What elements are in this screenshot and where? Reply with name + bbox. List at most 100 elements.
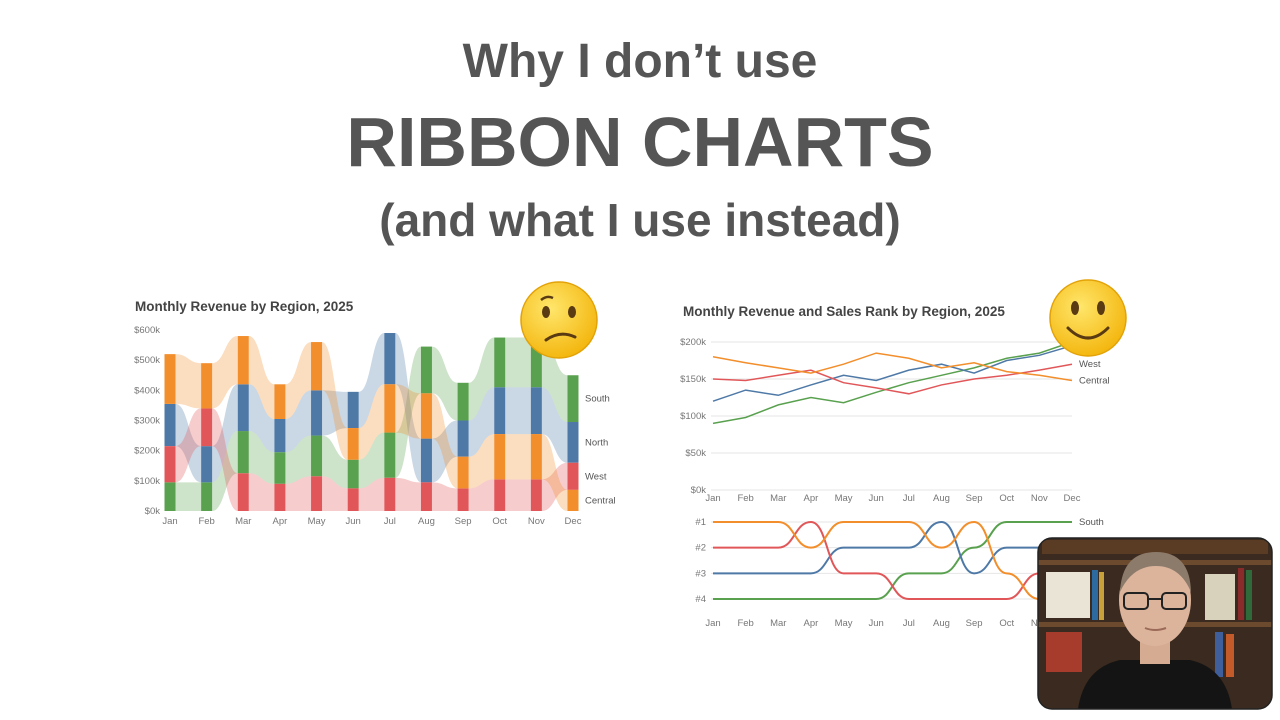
bar-segment (494, 387, 506, 435)
shirt (1078, 660, 1232, 709)
y-tick-label: #3 (695, 568, 706, 579)
ribbon (285, 390, 312, 453)
x-tick-label: Oct (492, 516, 507, 527)
ribbon (175, 403, 202, 483)
x-tick-label: Oct (999, 618, 1014, 629)
bar-segment (311, 342, 323, 391)
y-tick-label: $100k (680, 411, 706, 422)
x-tick-label: Jan (162, 516, 177, 527)
series-line (712, 352, 1073, 382)
ribbon (505, 434, 531, 480)
ribbon (395, 333, 421, 483)
book (1215, 632, 1223, 677)
x-tick-label: Jun (346, 516, 361, 527)
bar-segment (311, 390, 323, 436)
ribbon (285, 476, 312, 511)
x-tick-label: Sep (966, 618, 983, 629)
bar-segment (384, 432, 396, 478)
ribbon (358, 477, 385, 511)
x-tick-label: Mar (235, 516, 251, 527)
bar-segment (347, 488, 359, 511)
ribbon (248, 336, 275, 419)
x-tick-label: Dec (565, 516, 582, 527)
x-tick-label: Jul (903, 618, 915, 629)
y-tick-label: $100k (134, 476, 160, 487)
x-tick-label: Jan (705, 493, 720, 504)
bar-segment (311, 476, 323, 511)
ribbon (541, 434, 568, 511)
ribbon (431, 420, 458, 483)
series-label: South (585, 394, 610, 405)
bar-segment (420, 346, 432, 394)
ribbon (248, 431, 275, 484)
y-tick-label: $500k (134, 355, 160, 366)
book (1205, 574, 1235, 620)
y-tick-label: $0k (691, 485, 707, 496)
x-tick-label: Nov (528, 516, 545, 527)
x-tick-label: Apr (273, 516, 288, 527)
ribbon (175, 354, 202, 409)
bar-segment (201, 363, 213, 409)
book (1238, 568, 1244, 620)
series-label: North (585, 437, 608, 448)
chart-title: Monthly Revenue by Region, 2025 (135, 299, 354, 314)
emoji-mouth (1066, 326, 1110, 340)
rank-line (713, 520, 1072, 575)
bar-segment (201, 482, 213, 511)
emoji-eye (1097, 301, 1105, 315)
bar-segment (530, 434, 542, 480)
emoji-brow (540, 295, 554, 301)
ribbon (212, 431, 238, 511)
webcam (1038, 538, 1272, 709)
bar-segment (237, 431, 249, 474)
series-label: Central (1079, 375, 1110, 386)
bar-segment (567, 375, 579, 423)
bar-segment (274, 384, 286, 419)
x-tick-label: May (835, 493, 853, 504)
ribbon (358, 432, 385, 489)
y-tick-label: $0k (145, 506, 161, 517)
bar-segment (201, 408, 213, 447)
ribbon (358, 333, 385, 429)
series-line (712, 363, 1073, 395)
emoji-face (1049, 279, 1127, 357)
y-tick-label: $50k (685, 448, 706, 459)
bar-segment (530, 387, 542, 435)
x-tick-label: Nov (1031, 493, 1048, 504)
ribbon (285, 342, 312, 419)
glasses (1123, 592, 1149, 610)
x-tick-label: Feb (737, 493, 753, 504)
bar-segment (494, 434, 506, 480)
headline: RIBBON CHARTS (346, 103, 933, 181)
y-tick-label: $150k (680, 374, 706, 385)
ribbon (212, 336, 238, 409)
ribbon (541, 387, 568, 463)
ribbon (322, 476, 348, 511)
bar-segment (347, 391, 359, 429)
bar-segment (237, 384, 249, 432)
bar-segment (457, 382, 469, 421)
bar-segment (420, 393, 432, 439)
y-tick-label: $300k (134, 416, 160, 427)
y-tick-label: $600k (134, 325, 160, 336)
bar-segment (274, 418, 286, 453)
book (1246, 570, 1252, 620)
series-label: South (1079, 517, 1104, 528)
ribbon (322, 390, 348, 436)
ribbon (285, 435, 312, 484)
y-tick-label: #4 (695, 594, 706, 605)
x-tick-label: Jun (869, 618, 884, 629)
bar-segment (274, 483, 286, 511)
emoji-face (520, 281, 598, 359)
x-tick-label: Jan (705, 618, 720, 629)
bar-segment (201, 446, 213, 483)
book (1046, 632, 1082, 672)
headline: Why I don’t use (463, 35, 818, 88)
bar-segment (384, 477, 396, 511)
bar-segment (274, 452, 286, 484)
y-tick-label: $400k (134, 385, 160, 396)
smile-emoji (1049, 279, 1127, 357)
bar-segment (494, 337, 506, 388)
hair (1120, 552, 1191, 592)
bar-segment (420, 438, 432, 483)
